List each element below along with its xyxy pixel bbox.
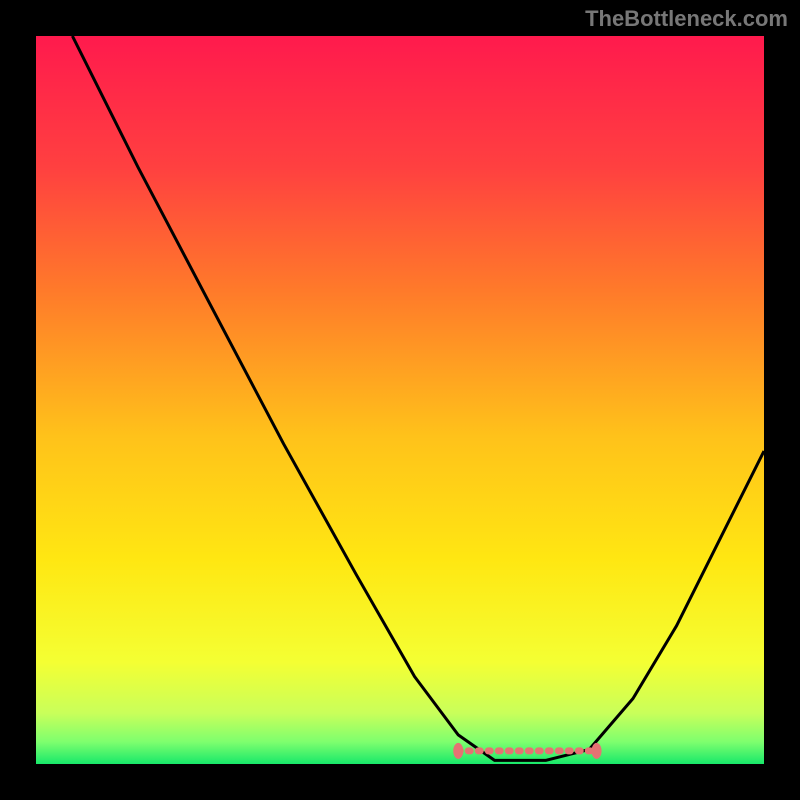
- watermark-text: TheBottleneck.com: [585, 6, 788, 32]
- bottleneck-chart: [0, 0, 800, 800]
- chart-background-gradient: [36, 36, 764, 764]
